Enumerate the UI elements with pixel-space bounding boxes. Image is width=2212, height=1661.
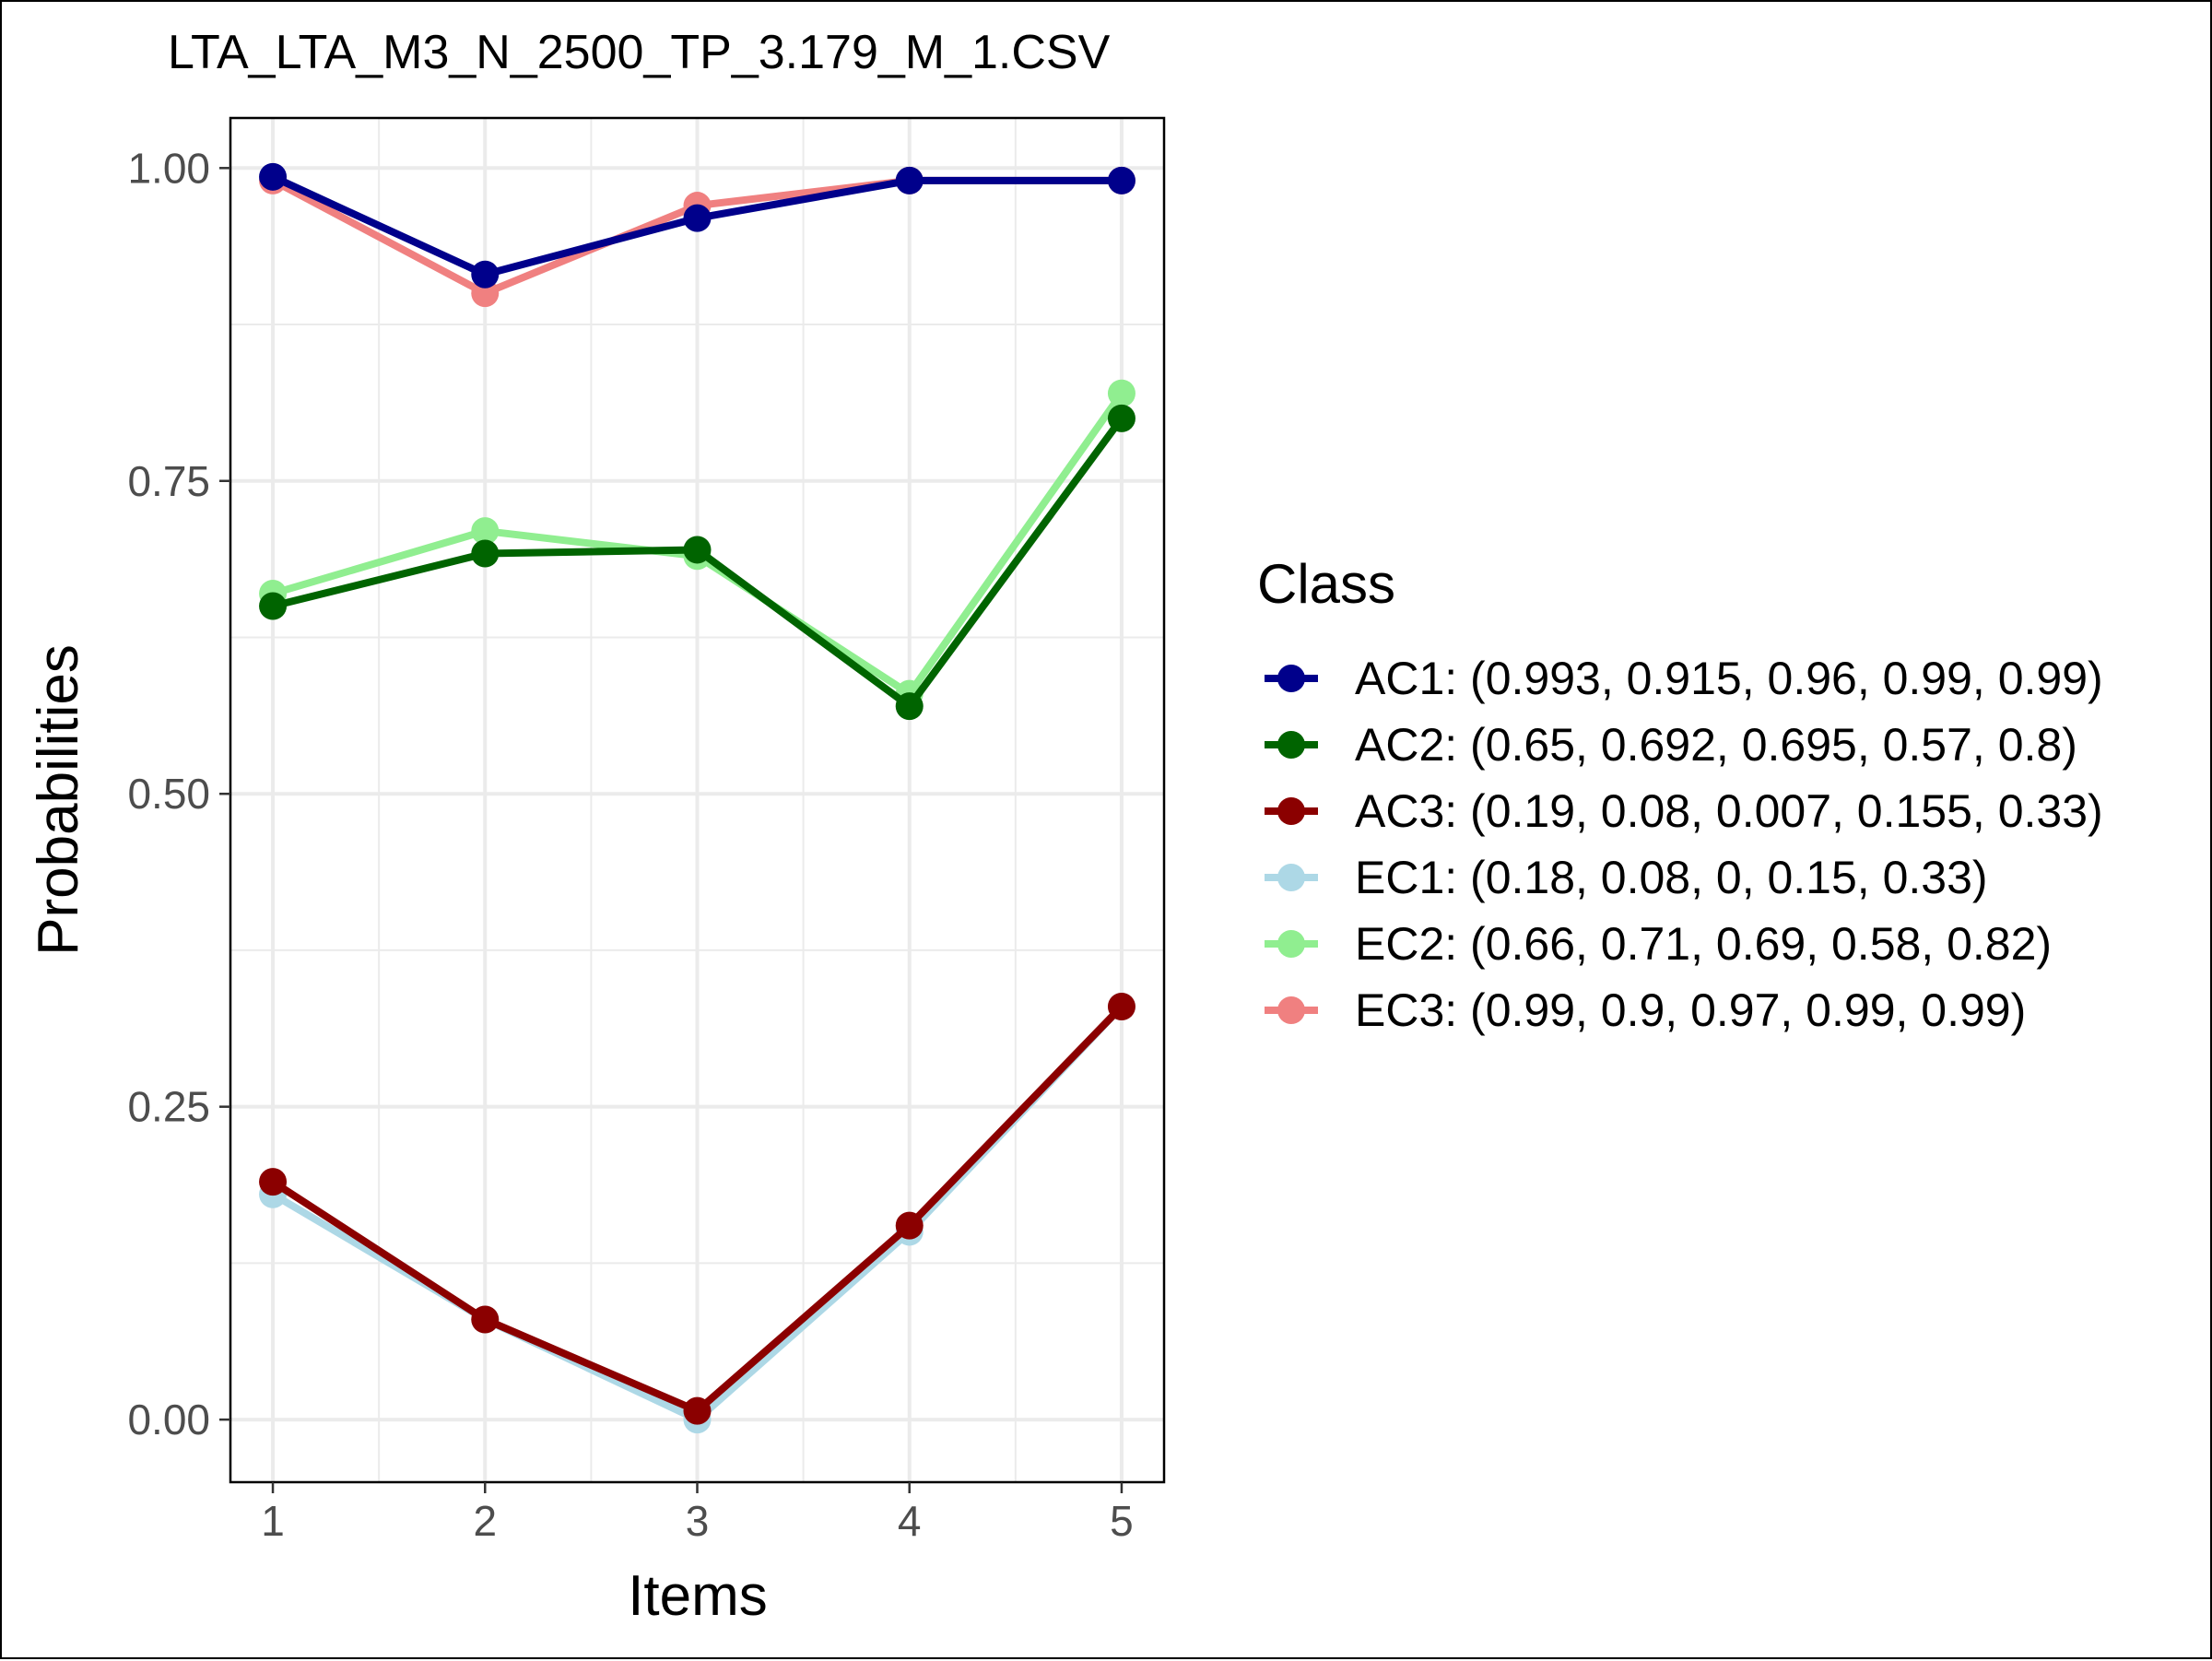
y-tick-label: 0.75 — [127, 457, 210, 505]
data-point-ac1 — [683, 204, 712, 232]
legend-label: AC2: (0.65, 0.692, 0.695, 0.57, 0.8) — [1355, 719, 2077, 771]
legend-item-ac3: AC3: (0.19, 0.08, 0.007, 0.155, 0.33) — [1265, 785, 2103, 837]
x-axis-title: Items — [628, 1564, 768, 1628]
data-point-ac1 — [1107, 166, 1135, 194]
legend-label: AC3: (0.19, 0.08, 0.007, 0.155, 0.33) — [1355, 785, 2103, 837]
data-point-ac1 — [259, 162, 288, 191]
y-axis-title: Probabilities — [27, 644, 90, 956]
legend-item-ec2: EC2: (0.66, 0.71, 0.69, 0.58, 0.82) — [1265, 918, 2052, 970]
legend-key-point — [1277, 996, 1305, 1024]
legend-label: EC1: (0.18, 0.08, 0, 0.15, 0.33) — [1355, 852, 1988, 903]
data-point-ac3 — [683, 1396, 712, 1425]
legend-key-point — [1277, 797, 1305, 825]
data-point-ac3 — [895, 1211, 924, 1240]
legend-key-point — [1277, 930, 1305, 958]
x-tick-label: 2 — [473, 1497, 497, 1545]
x-tick-label: 1 — [261, 1497, 285, 1545]
legend-item-ec1: EC1: (0.18, 0.08, 0, 0.15, 0.33) — [1265, 852, 1988, 903]
data-point-ec2 — [471, 517, 500, 546]
data-point-ac1 — [895, 166, 924, 194]
chart-title: LTA_LTA_M3_N_2500_TP_3.179_M_1.CSV — [168, 26, 1111, 79]
x-tick-label: 3 — [686, 1497, 710, 1545]
legend-item-ac1: AC1: (0.993, 0.915, 0.96, 0.99, 0.99) — [1265, 653, 2103, 704]
data-point-ac1 — [471, 260, 500, 289]
x-tick-label: 4 — [898, 1497, 922, 1545]
legend-item-ac2: AC2: (0.65, 0.692, 0.695, 0.57, 0.8) — [1265, 719, 2077, 771]
grid-lines — [230, 118, 1164, 1482]
legend-item-ec3: EC3: (0.99, 0.9, 0.97, 0.99, 0.99) — [1265, 984, 2026, 1036]
data-point-ac3 — [259, 1168, 288, 1196]
x-axis-ticks: 1 2 3 4 5 — [261, 1482, 1134, 1545]
y-tick-label: 0.50 — [127, 770, 210, 818]
data-point-ac2 — [683, 536, 712, 564]
legend-label: AC1: (0.993, 0.915, 0.96, 0.99, 0.99) — [1355, 653, 2103, 704]
series-ac2 — [259, 404, 1135, 721]
y-axis-ticks: 0.00 0.25 0.50 0.75 1.00 — [127, 144, 230, 1443]
series-ac1 — [259, 162, 1135, 289]
data-point-ac3 — [1107, 993, 1135, 1021]
legend: Class AC1: (0.993, 0.915, 0.96, 0.99, 0.… — [1257, 553, 2103, 1036]
data-point-ac2 — [259, 592, 288, 620]
legend-label: EC2: (0.66, 0.71, 0.69, 0.58, 0.82) — [1355, 918, 2052, 970]
y-tick-label: 0.00 — [127, 1396, 210, 1443]
data-point-ec2 — [1107, 379, 1135, 407]
legend-key-point — [1277, 731, 1305, 759]
x-tick-label: 5 — [1110, 1497, 1134, 1545]
legend-key-point — [1277, 665, 1305, 692]
y-tick-label: 1.00 — [127, 144, 210, 192]
legend-key-point — [1277, 864, 1305, 891]
y-tick-label: 0.25 — [127, 1083, 210, 1131]
data-point-ac3 — [471, 1305, 500, 1334]
legend-label: EC3: (0.99, 0.9, 0.97, 0.99, 0.99) — [1355, 984, 2026, 1036]
data-point-ac2 — [1107, 404, 1135, 432]
legend-title: Class — [1257, 553, 1395, 615]
series-lines — [259, 162, 1135, 1434]
series-ac3 — [259, 993, 1135, 1425]
data-point-ac2 — [895, 692, 924, 721]
data-point-ac2 — [471, 539, 500, 568]
